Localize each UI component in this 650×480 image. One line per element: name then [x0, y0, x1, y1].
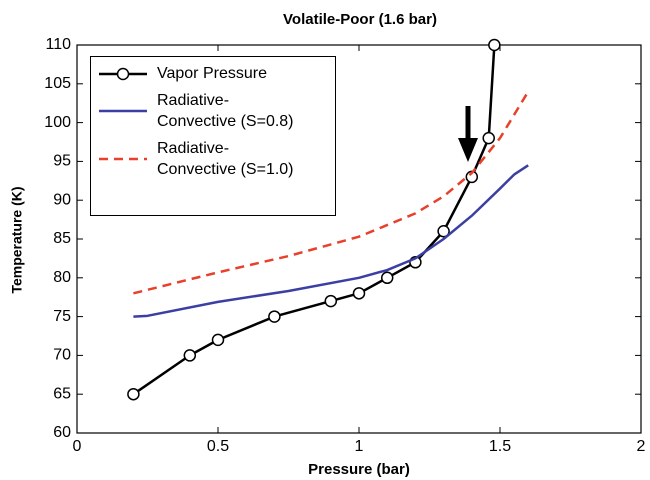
legend-label: Radiative- Convective (S=1.0)	[157, 140, 294, 178]
y-tick-label: 85	[53, 230, 71, 247]
series-line	[133, 164, 529, 318]
y-tick-label: 105	[44, 75, 71, 92]
point-marker	[380, 271, 394, 285]
legend-marker	[116, 67, 130, 80]
point-marker	[437, 224, 450, 238]
y-axis-label: Temperature (K)	[9, 186, 25, 293]
legend-entry: Vapor Pressure	[91, 63, 335, 84]
point-marker	[482, 131, 495, 145]
point-marker	[488, 38, 501, 52]
point-marker	[352, 287, 366, 300]
legend-swatch	[99, 157, 147, 161]
x-axis-label: Pressure (bar)	[308, 461, 410, 478]
chart-title: Volatile-Poor (1.6 bar)	[283, 11, 437, 28]
point-marker	[268, 310, 281, 323]
x-tick-label: 1.5	[489, 438, 511, 455]
y-tick-label: 65	[53, 385, 71, 402]
y-tick-label: 95	[53, 153, 71, 170]
legend-swatch	[99, 67, 147, 80]
y-tick-label: 110	[45, 36, 71, 53]
series-line	[133, 90, 530, 295]
legend-entry: Radiative- Convective (S=1.0)	[91, 138, 335, 180]
legend-label: Vapor Pressure	[157, 65, 267, 82]
legend: Vapor Pressure Radiative- Convective (S=0…	[90, 56, 336, 216]
legend-entry: Radiative- Convective (S=0.8)	[91, 90, 335, 132]
arrow-head	[458, 138, 478, 162]
x-tick-label: 1	[355, 438, 364, 455]
y-tick-label: 60	[53, 424, 71, 441]
legend-swatch	[99, 109, 147, 113]
point-marker	[324, 294, 338, 308]
y-tick-label: 100	[44, 114, 71, 131]
x-tick-label: 0.5	[207, 438, 229, 455]
legend-label: Radiative- Convective (S=0.8)	[157, 92, 294, 130]
x-tick-label: 2	[637, 438, 646, 455]
point-marker	[127, 387, 140, 401]
y-tick-label: 75	[53, 308, 71, 325]
point-marker	[183, 349, 197, 362]
y-tick-label: 80	[53, 269, 71, 286]
y-tick-label: 70	[53, 347, 71, 364]
y-tick-label: 90	[53, 191, 71, 208]
point-marker	[211, 333, 225, 347]
x-tick-label: 0	[73, 438, 82, 455]
